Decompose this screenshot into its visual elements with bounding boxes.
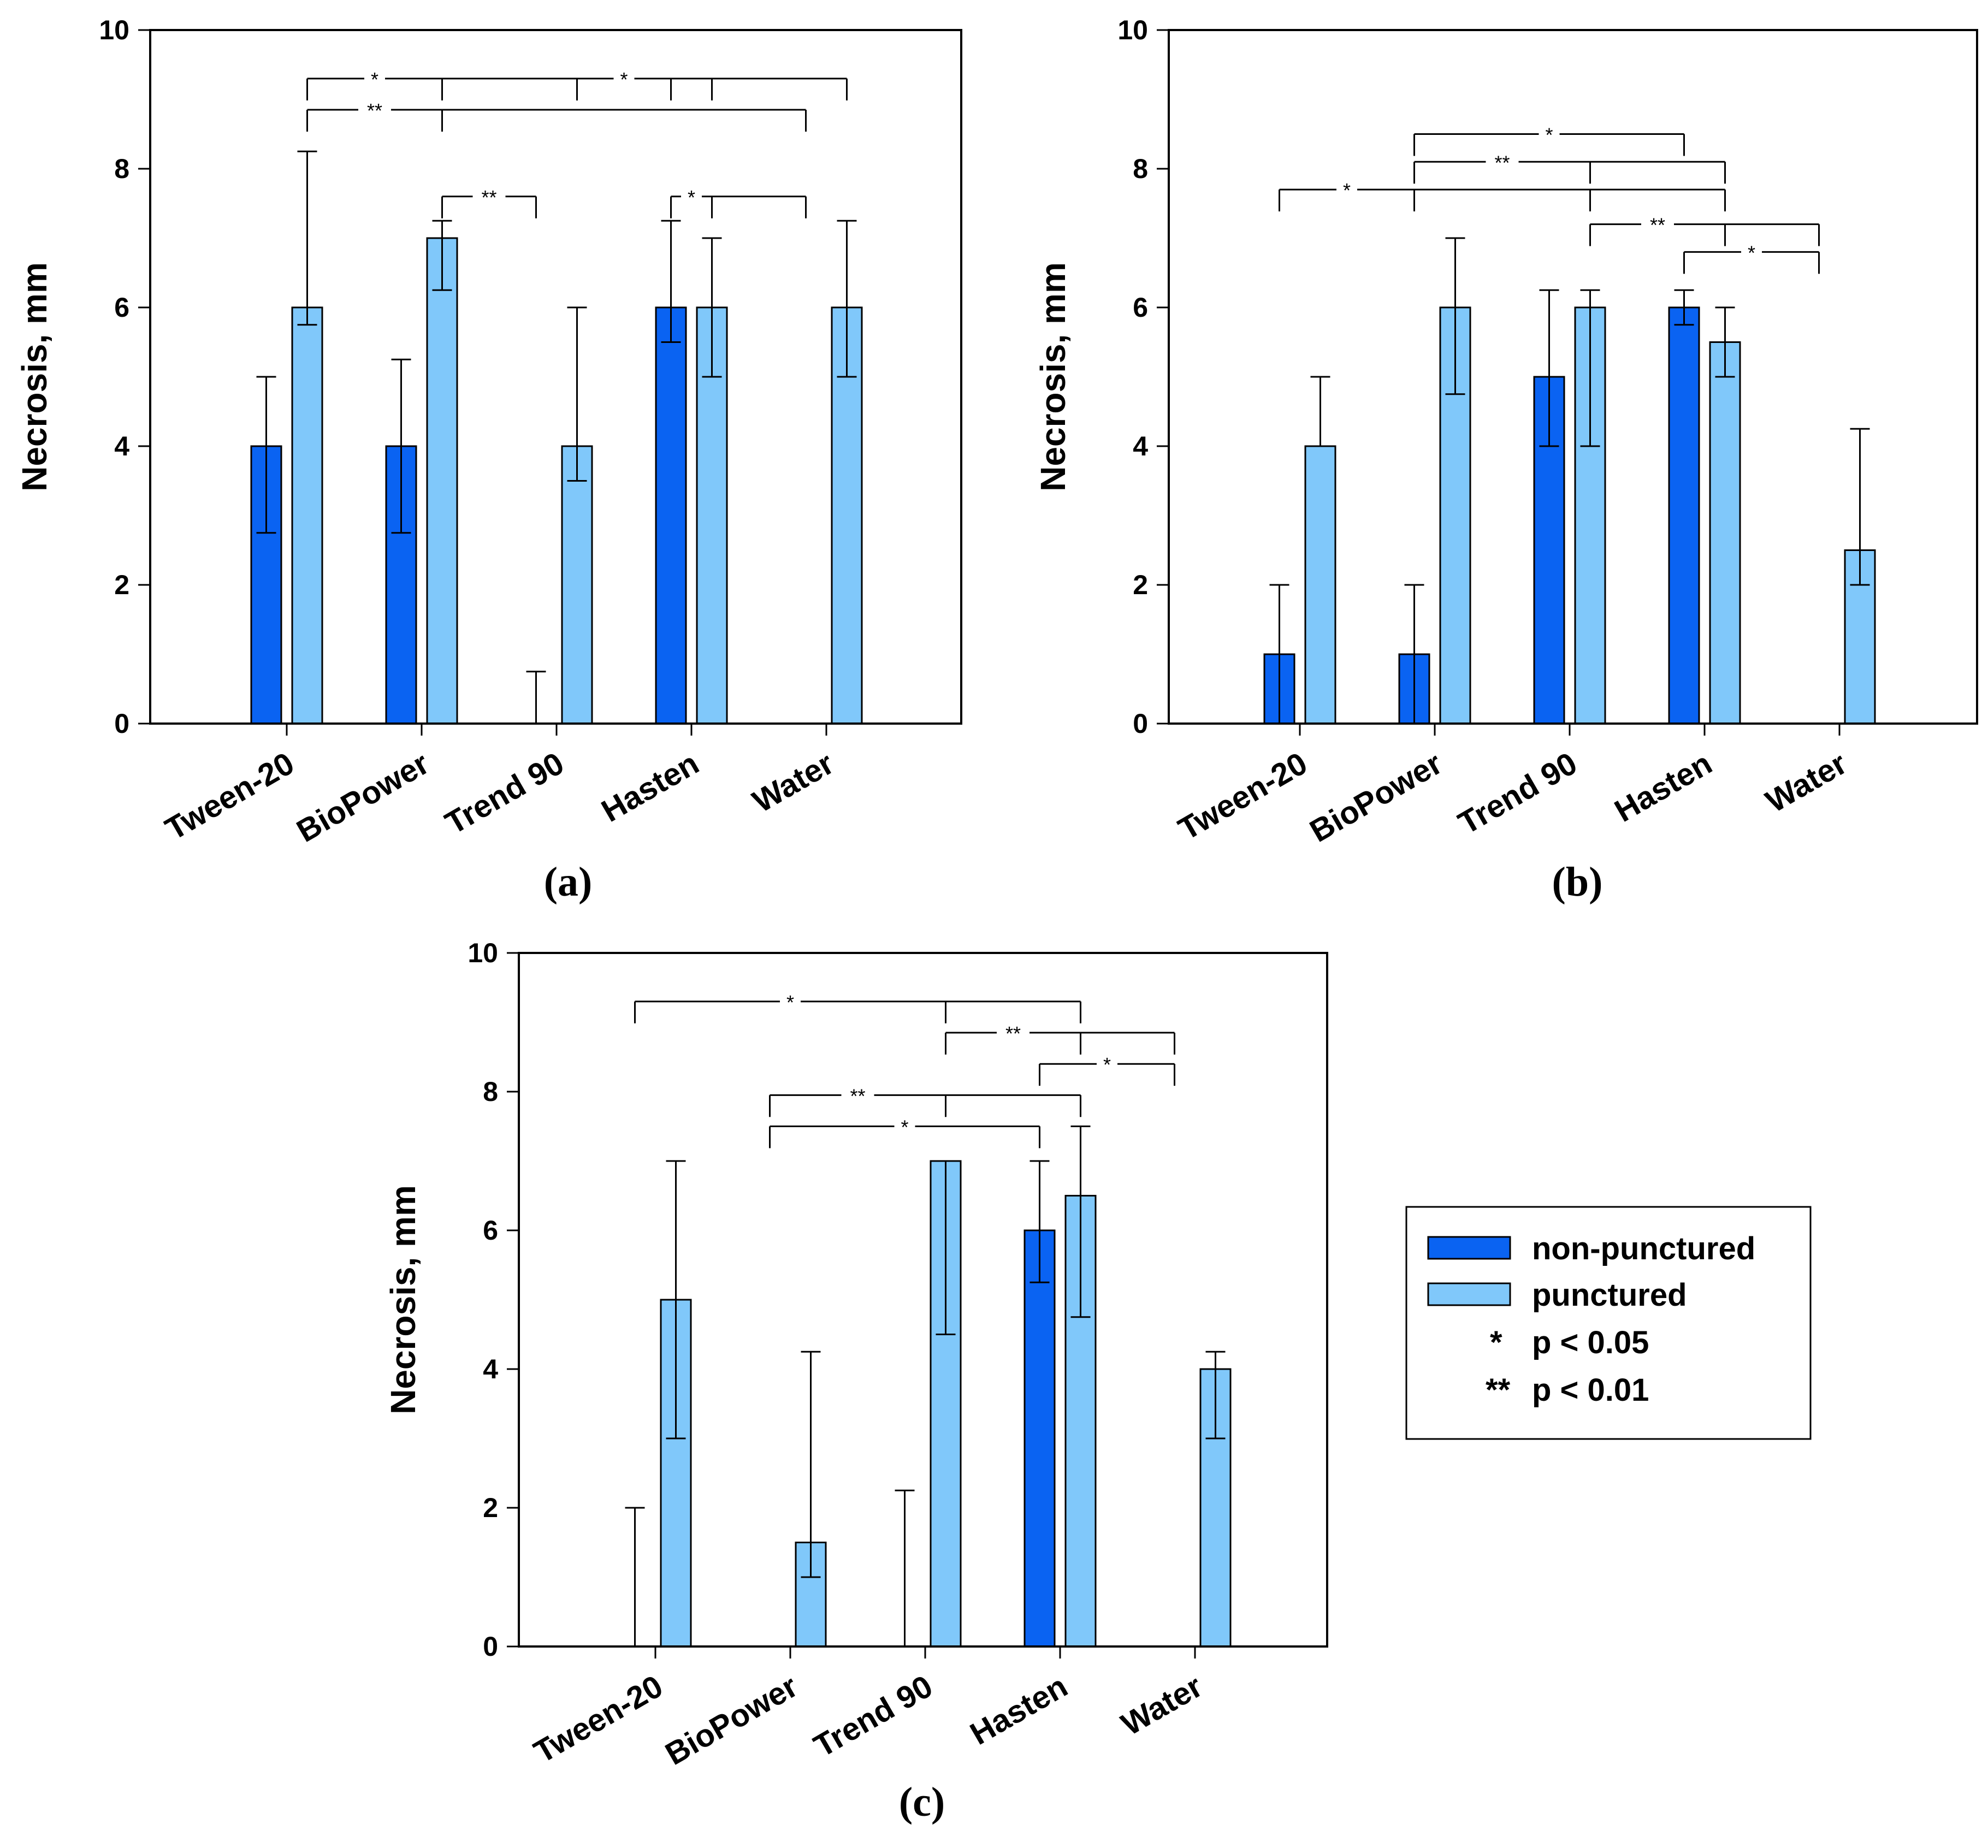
x-tick-label: Tween-20 [1173,745,1313,847]
plot-frame [1168,29,1978,725]
y-tick-label: 10 [1117,15,1148,45]
bar [1709,341,1741,725]
x-tick-label: Hasten [596,745,705,829]
legend-label-non-punctured: non-punctured [1532,1231,1755,1266]
significance-label-bg [1097,1056,1117,1072]
significance-label: ** [850,1085,865,1107]
y-tick-label: 0 [1133,708,1148,739]
y-tick-label: 6 [483,1215,498,1246]
bar [1023,1229,1056,1648]
significance-label: * [1103,1053,1111,1076]
significance-label-bg [1336,182,1357,198]
y-tick-label: 8 [1133,153,1148,184]
legend: non-punctured punctured * p < 0.05 ** p … [1405,1206,1812,1440]
x-tick-label: Trend 90 [439,745,570,842]
significance-label-bg [894,1118,915,1134]
bar [655,306,687,725]
y-axis-title: Necrosis, mm [15,262,54,491]
y-tick-label: 8 [114,153,129,184]
significance-label: * [620,68,628,91]
significance-label: ** [481,186,496,209]
significance-label: * [688,186,695,209]
y-tick-label: 4 [114,431,129,461]
y-tick-label: 2 [483,1492,498,1523]
significance-label-bg [1641,216,1674,232]
significance-label-bg [1539,126,1560,142]
significance-label: ** [1494,151,1510,174]
significance-label: * [786,991,794,1014]
legend-sig-symbol-2: ** [1486,1372,1511,1408]
bar [426,237,458,725]
plot-frame [518,952,1328,1648]
x-tick-label: Hasten [1609,745,1718,829]
y-axis-title: Necrosis, mm [383,1185,423,1414]
bar [561,445,593,725]
bar [1668,306,1700,725]
significance-label-bg [1741,244,1762,260]
significance-label-bg [681,188,702,204]
legend-swatch-punctured [1427,1282,1511,1306]
significance-label-bg [841,1087,874,1103]
x-tick-label: Water [747,745,839,820]
bar [1304,445,1336,725]
y-tick-label: 4 [1133,431,1148,461]
y-tick-label: 6 [114,292,129,323]
y-tick-label: 4 [483,1354,498,1384]
x-tick-label: Tween-20 [159,745,300,847]
significance-label-bg [613,70,635,86]
bar [291,306,323,725]
significance-label: * [1343,179,1351,202]
legend-sig-label-1: p < 0.05 [1532,1325,1649,1360]
significance-label-bg [997,1025,1030,1041]
y-tick-label: 10 [99,15,129,45]
significance-label-bg [358,102,391,118]
x-tick-label: BioPower [1304,745,1448,849]
x-tick-label: Hasten [965,1668,1074,1752]
x-tick-label: BioPower [291,745,435,849]
x-tick-label: Water [1115,1668,1208,1743]
y-tick-label: 2 [114,570,129,600]
y-tick-label: 10 [468,938,498,968]
panel-label: (b) [1552,859,1603,905]
significance-label: * [1748,241,1755,264]
y-tick-label: 8 [483,1076,498,1107]
significance-label-bg [472,188,506,204]
significance-label: * [371,68,378,91]
significance-label-bg [1486,154,1519,170]
y-tick-label: 6 [1133,292,1148,323]
x-tick-label: Trend 90 [808,1668,938,1764]
legend-swatch-non-punctured [1427,1236,1511,1260]
x-tick-label: Tween-20 [528,1668,669,1770]
x-tick-label: BioPower [659,1668,803,1772]
y-tick-label: 0 [483,1631,498,1662]
significance-label-bg [364,70,385,86]
panel-label: (a) [544,859,593,905]
panel-label: (c) [899,1779,945,1825]
significance-label: ** [1650,214,1665,236]
y-tick-label: 2 [1133,570,1148,600]
legend-sig-symbol-1: * [1490,1325,1502,1360]
legend-label-punctured: punctured [1532,1277,1687,1313]
y-axis-title: Necrosis, mm [1033,262,1073,491]
significance-label: ** [367,99,382,122]
significance-label: ** [1005,1022,1021,1045]
legend-sig-label-2: p < 0.01 [1532,1372,1649,1408]
x-tick-label: Trend 90 [1452,745,1583,842]
significance-label: * [901,1116,908,1139]
y-tick-label: 0 [114,708,129,739]
significance-label: * [1545,124,1553,146]
x-tick-label: Water [1760,745,1853,820]
significance-label-bg [780,993,801,1009]
